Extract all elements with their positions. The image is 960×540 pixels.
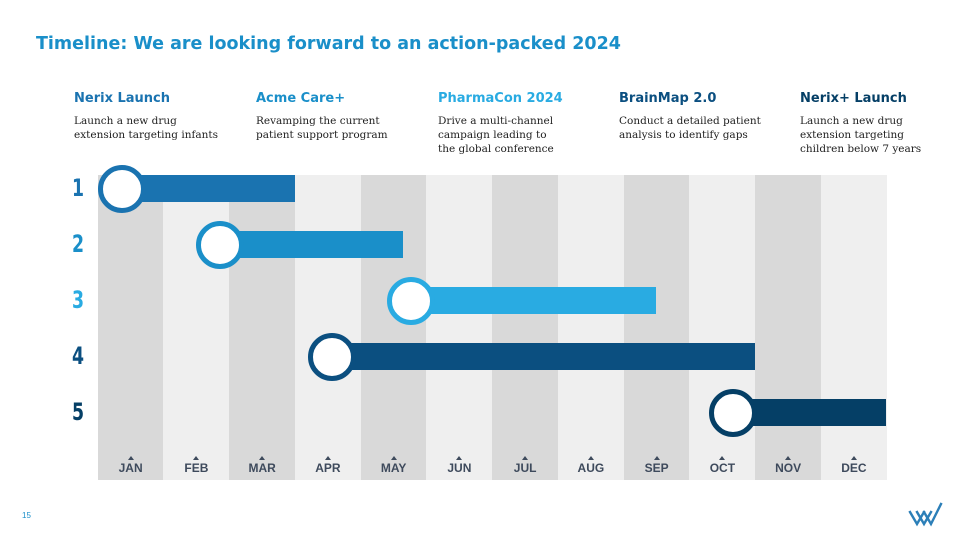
month-column-jun: JUN [426,175,493,480]
milestone-description: Launch a new drug extension targeting ch… [800,115,922,155]
month-column-mar: MAR [229,175,296,480]
month-label: NOV [775,461,802,475]
timeline-bar-5 [732,399,887,426]
page-number: 15 [22,511,31,520]
month-label: JUL [513,461,537,475]
month-tick-icon [456,456,463,460]
row-number: 5 [71,398,85,426]
row-number: 4 [71,342,85,370]
milestone-nerix-plus-launch: Nerix+ Launch Launch a new drug extensio… [800,90,960,156]
timeline-start-marker-icon [386,276,435,325]
month-label: SEP [644,461,669,475]
milestone-title: Nerix+ Launch [800,91,907,106]
month-tick-icon [653,456,660,460]
milestone-title: BrainMap 2.0 [619,91,717,106]
milestone-title: PharmaCon 2024 [438,91,563,106]
milestone-description: Drive a multi-channel campaign leading t… [438,115,554,155]
month-label: OCT [709,461,736,475]
timeline-start-marker-icon [97,164,146,213]
month-label: APR [315,461,341,475]
month-column-sep: SEP [623,175,690,480]
month-column-aug: AUG [557,175,624,480]
milestone-acme-care: Acme Care+ Revamping the current patient… [256,90,432,142]
timeline-bar-1 [121,175,295,202]
timeline-start-marker-icon [307,332,356,381]
month-column-jan: JAN [97,175,164,480]
timeline-bar-2 [220,231,404,258]
timeline-start-marker-icon [196,220,245,269]
milestone-description: Revamping the current patient support pr… [256,115,388,141]
month-label: DEC [841,461,867,475]
timeline-start-marker-icon [708,388,757,437]
month-column-may: MAY [360,175,427,480]
month-label: MAR [248,461,276,475]
month-label: JAN [118,461,143,475]
month-label: FEB [184,461,209,475]
month-tick-icon [785,456,792,460]
month-tick-icon [324,456,331,460]
row-number: 3 [71,286,85,314]
milestone-description: Conduct a detailed patient analysis to i… [619,115,761,141]
month-tick-icon [587,456,594,460]
month-column-apr: APR [294,175,361,480]
month-tick-icon [127,456,134,460]
month-tick-icon [719,456,726,460]
month-label: MAY [380,461,407,475]
month-tick-icon [390,456,397,460]
milestone-brainmap-2: BrainMap 2.0 Conduct a detailed patient … [619,90,795,142]
milestone-title: Nerix Launch [74,91,171,106]
month-tick-icon [522,456,529,460]
month-column-dec: DEC [820,175,887,480]
milestone-title: Acme Care+ [256,91,346,106]
row-number: 1 [71,174,85,202]
month-column-jul: JUL [492,175,559,480]
milestone-pharmacon-2024: PharmaCon 2024 Drive a multi-channel cam… [438,90,614,156]
month-label: JUN [447,461,472,475]
timeline-bar-3 [410,287,657,314]
slide-title: Timeline: We are looking forward to an a… [36,34,621,54]
timeline-bar-4 [331,343,755,370]
month-label: AUG [577,461,605,475]
month-tick-icon [193,456,200,460]
milestone-nerix-launch: Nerix Launch Launch a new drug extension… [74,90,250,142]
row-number: 2 [71,230,85,258]
month-tick-icon [850,456,857,460]
month-column-nov: NOV [755,175,822,480]
milestone-description: Launch a new drug extension targeting in… [74,115,218,141]
company-logo-icon [908,502,943,527]
month-tick-icon [259,456,266,460]
